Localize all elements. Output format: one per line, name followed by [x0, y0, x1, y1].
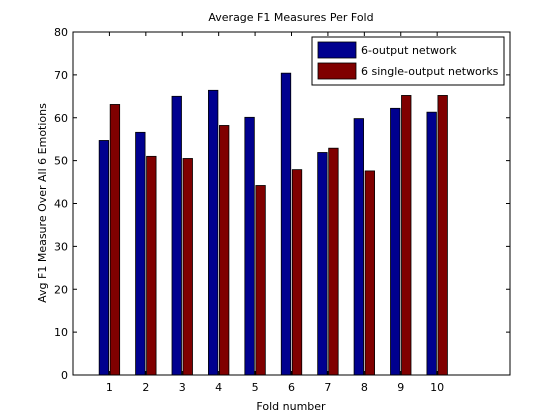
- bar-series-1-fold-4: [208, 89, 219, 376]
- bar-series-2-fold-9: [401, 95, 412, 376]
- plot-area: [73, 32, 510, 375]
- x-tick-label: 1: [106, 381, 113, 394]
- bar-series-1-fold-10: [426, 111, 437, 376]
- chart-title: Average F1 Measures Per Fold: [208, 11, 373, 24]
- y-tick-label: 70: [54, 69, 68, 82]
- bar-series-2-fold-8: [364, 170, 375, 376]
- legend-swatch-6-single-output-networks: [317, 62, 357, 80]
- bar-series-1-fold-8: [353, 118, 364, 376]
- bar-series-2-fold-2: [146, 155, 157, 376]
- x-tick-label: 8: [361, 381, 368, 394]
- y-tick-label: 50: [54, 155, 68, 168]
- bar-series-2-fold-3: [182, 158, 193, 376]
- bar-series-1-fold-5: [244, 116, 255, 376]
- bar-series-2-fold-1: [109, 104, 121, 376]
- x-tick-label: 4: [215, 381, 222, 394]
- x-tick-label: 6: [288, 381, 295, 394]
- bar-series-2-fold-7: [328, 147, 339, 376]
- x-tick-label: 10: [430, 381, 444, 394]
- x-tick-label: 7: [324, 381, 331, 394]
- bar-series-1-fold-1: [98, 140, 110, 376]
- y-tick-label: 60: [54, 112, 68, 125]
- y-tick-label: 20: [54, 283, 68, 296]
- y-tick-label: 10: [54, 326, 68, 339]
- x-tick-label: 5: [252, 381, 259, 394]
- axes-layer: 1 2 3 4 5 6 7 8 9 10 0 10 20 30 40 50 60 70 80: [54, 26, 510, 394]
- bar-series-1-fold-7: [317, 152, 328, 376]
- y-tick-label: 80: [54, 26, 68, 39]
- x-tick-label: 9: [397, 381, 404, 394]
- plot-frame: [72, 31, 511, 376]
- bar-series-2-fold-5: [255, 185, 266, 376]
- bar-series-1-fold-3: [171, 95, 182, 376]
- y-tick-label: 40: [54, 198, 68, 211]
- bar-series-1-fold-9: [390, 107, 401, 376]
- y-tick-label: 30: [54, 240, 68, 253]
- x-tick-label: 3: [179, 381, 186, 394]
- bar-series-1-fold-6: [280, 72, 292, 376]
- bar-series-2-fold-4: [219, 125, 230, 376]
- x-axis-label: Fold number: [256, 400, 326, 413]
- legend-label-6-output-network: 6-output network: [361, 44, 457, 57]
- bar-series-2-fold-10: [437, 95, 448, 376]
- legend-label-6-single-output-networks: 6 single-output networks: [361, 65, 499, 78]
- x-tick-label: 2: [142, 381, 149, 394]
- bar-series-2-fold-6: [291, 169, 303, 376]
- y-axis-label: Avg F1 Measure Over All 6 Emotions: [36, 103, 49, 303]
- y-tick-label: 0: [61, 369, 68, 382]
- legend: 6-output network 6 single-output network…: [311, 36, 505, 86]
- legend-swatch-6-output-network: [317, 41, 357, 59]
- bar-series-1-fold-2: [135, 131, 146, 376]
